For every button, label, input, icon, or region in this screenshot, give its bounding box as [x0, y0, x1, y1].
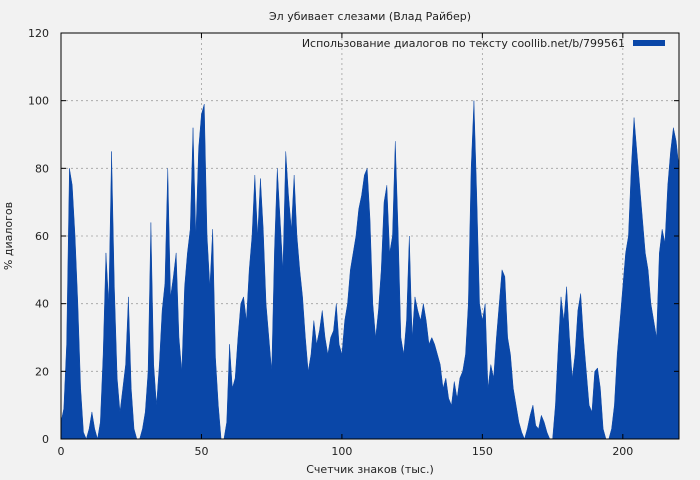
x-tick-label: 100	[331, 445, 352, 458]
y-tick-label: 20	[35, 365, 49, 378]
y-tick-label: 100	[28, 95, 49, 108]
legend-swatch	[633, 40, 665, 46]
legend: Использование диалогов по тексту coollib…	[302, 37, 665, 50]
y-tick-label: 80	[35, 162, 49, 175]
y-axis: 0 20 40 60 80 100 120	[28, 27, 679, 446]
y-axis-label: % диалогов	[2, 202, 15, 270]
x-tick-label: 150	[472, 445, 493, 458]
x-tick-label: 200	[612, 445, 633, 458]
y-tick-label: 60	[35, 230, 49, 243]
x-axis-label: Счетчик знаков (тыс.)	[306, 463, 434, 476]
chart-title: Эл убивает слезами (Влад Райбер)	[269, 10, 471, 23]
x-tick-label: 50	[194, 445, 208, 458]
x-tick-label: 0	[58, 445, 65, 458]
y-tick-label: 120	[28, 27, 49, 40]
series-layer	[60, 100, 680, 440]
legend-label: Использование диалогов по тексту coollib…	[302, 37, 625, 50]
x-axis: 0 50 100 150 200	[58, 33, 633, 458]
y-tick-label: 40	[35, 298, 49, 311]
series-area	[60, 100, 680, 440]
y-tick-label: 0	[42, 433, 49, 446]
